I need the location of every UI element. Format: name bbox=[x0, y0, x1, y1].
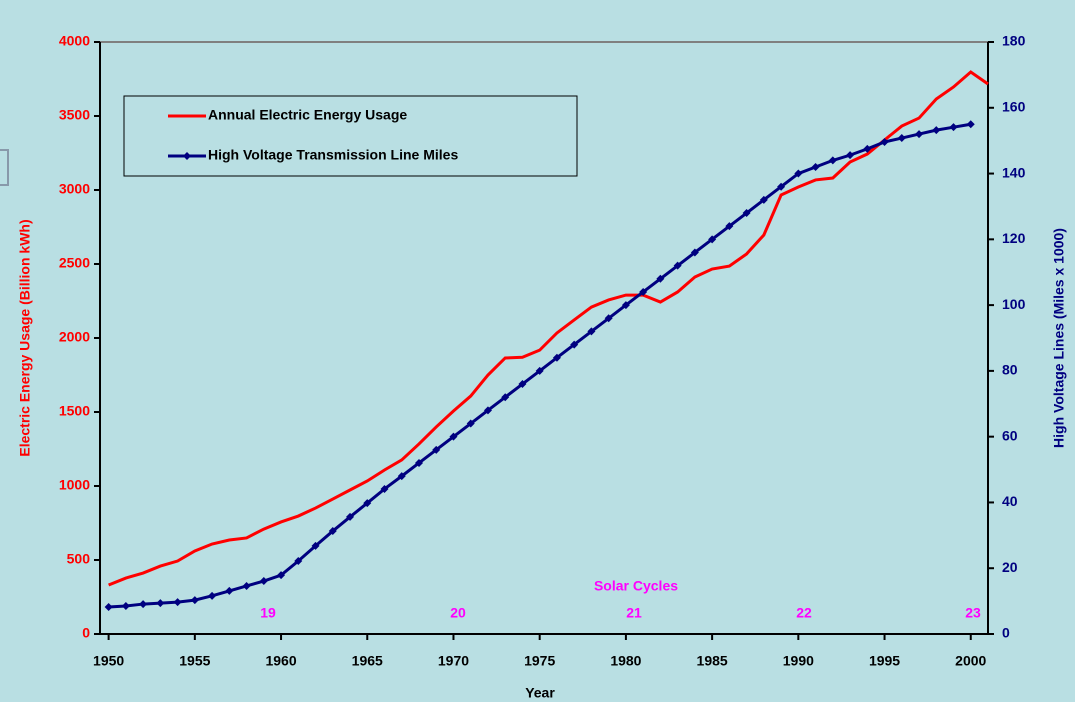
marker bbox=[501, 393, 510, 402]
marker bbox=[104, 603, 113, 612]
annotation: 20 bbox=[450, 605, 466, 621]
annotation: 22 bbox=[796, 605, 812, 621]
y2-tick-label: 140 bbox=[1002, 164, 1026, 180]
marker bbox=[932, 126, 941, 135]
marker bbox=[656, 274, 665, 283]
legend-box bbox=[123, 95, 578, 177]
x-tick-label: 1955 bbox=[179, 653, 210, 669]
marker bbox=[139, 600, 148, 609]
marker bbox=[414, 458, 423, 467]
marker bbox=[846, 151, 855, 160]
marker bbox=[208, 591, 217, 600]
annotation: Solar Cycles bbox=[594, 578, 678, 594]
y2-tick-label: 80 bbox=[1002, 362, 1018, 378]
marker bbox=[966, 120, 975, 129]
x-tick-label: 1965 bbox=[352, 653, 383, 669]
y2-tick-label: 40 bbox=[1002, 493, 1018, 509]
annotation: 23 bbox=[965, 605, 981, 621]
marker bbox=[259, 577, 268, 586]
marker bbox=[535, 366, 544, 375]
marker bbox=[190, 596, 199, 605]
legend-marker bbox=[183, 152, 191, 160]
marker bbox=[673, 261, 682, 270]
x-tick-label: 1980 bbox=[610, 653, 641, 669]
marker bbox=[173, 598, 182, 607]
marker bbox=[225, 586, 234, 595]
marker bbox=[604, 314, 613, 323]
y2-tick-label: 100 bbox=[1002, 296, 1026, 312]
marker bbox=[380, 484, 389, 493]
y-tick-label: 500 bbox=[67, 551, 91, 567]
marker bbox=[725, 222, 734, 231]
y2-tick-label: 160 bbox=[1002, 98, 1026, 114]
y-tick-label: 1000 bbox=[59, 477, 90, 493]
y2-tick-label: 20 bbox=[1002, 559, 1018, 575]
marker bbox=[794, 169, 803, 178]
y2-tick-label: 120 bbox=[1002, 230, 1026, 246]
marker bbox=[518, 380, 527, 389]
marker bbox=[466, 419, 475, 428]
y-tick-label: 3500 bbox=[59, 107, 90, 123]
marker bbox=[690, 248, 699, 257]
marker bbox=[311, 541, 320, 550]
x-tick-label: 1960 bbox=[265, 653, 296, 669]
marker bbox=[880, 137, 889, 146]
x-tick-label: 1950 bbox=[93, 653, 124, 669]
marker bbox=[432, 445, 441, 454]
y-tick-label: 0 bbox=[82, 625, 90, 641]
y-tick-label: 1500 bbox=[59, 403, 90, 419]
marker bbox=[742, 209, 751, 218]
marker bbox=[863, 144, 872, 153]
marker bbox=[483, 406, 492, 415]
marker bbox=[449, 432, 458, 441]
annotation: 21 bbox=[626, 605, 642, 621]
marker bbox=[828, 156, 837, 165]
y-tick-label: 4000 bbox=[59, 33, 90, 49]
marker bbox=[397, 472, 406, 481]
x-tick-label: 1990 bbox=[783, 653, 814, 669]
marker bbox=[328, 527, 337, 536]
y-tick-label: 2500 bbox=[59, 255, 90, 271]
legend-label: High Voltage Transmission Line Miles bbox=[208, 147, 458, 163]
x-tick-label: 1970 bbox=[438, 653, 469, 669]
marker bbox=[294, 556, 303, 565]
x-tick-label: 1995 bbox=[869, 653, 900, 669]
marker bbox=[156, 599, 165, 608]
annotation: 19 bbox=[260, 605, 276, 621]
marker bbox=[759, 195, 768, 204]
x-axis-label: Year bbox=[525, 685, 555, 701]
x-tick-label: 1975 bbox=[524, 653, 555, 669]
marker bbox=[915, 130, 924, 139]
marker bbox=[621, 301, 630, 310]
legend-label: Annual Electric Energy Usage bbox=[208, 107, 407, 123]
y2-tick-label: 60 bbox=[1002, 427, 1018, 443]
x-tick-label: 2000 bbox=[955, 653, 986, 669]
y-tick-label: 3000 bbox=[59, 181, 90, 197]
y2-tick-label: 180 bbox=[1002, 33, 1026, 49]
marker bbox=[277, 571, 286, 580]
marker bbox=[949, 123, 958, 132]
marker bbox=[811, 162, 820, 171]
marker bbox=[552, 353, 561, 362]
y2-axis-label: High Voltage Lines (Miles x 1000) bbox=[1051, 228, 1067, 448]
marker bbox=[346, 512, 355, 521]
marker bbox=[587, 327, 596, 336]
marker bbox=[708, 235, 717, 244]
marker bbox=[242, 581, 251, 590]
y-tick-label: 2000 bbox=[59, 329, 90, 345]
y-axis-label: Electric Energy Usage (Billion kWh) bbox=[17, 219, 33, 456]
frame-edge bbox=[0, 149, 9, 186]
marker bbox=[121, 602, 130, 611]
y2-tick-label: 0 bbox=[1002, 625, 1010, 641]
marker bbox=[570, 340, 579, 349]
marker bbox=[363, 499, 372, 508]
marker bbox=[897, 134, 906, 143]
x-tick-label: 1985 bbox=[697, 653, 728, 669]
series-line bbox=[108, 70, 989, 587]
marker bbox=[777, 182, 786, 191]
marker bbox=[639, 287, 648, 296]
